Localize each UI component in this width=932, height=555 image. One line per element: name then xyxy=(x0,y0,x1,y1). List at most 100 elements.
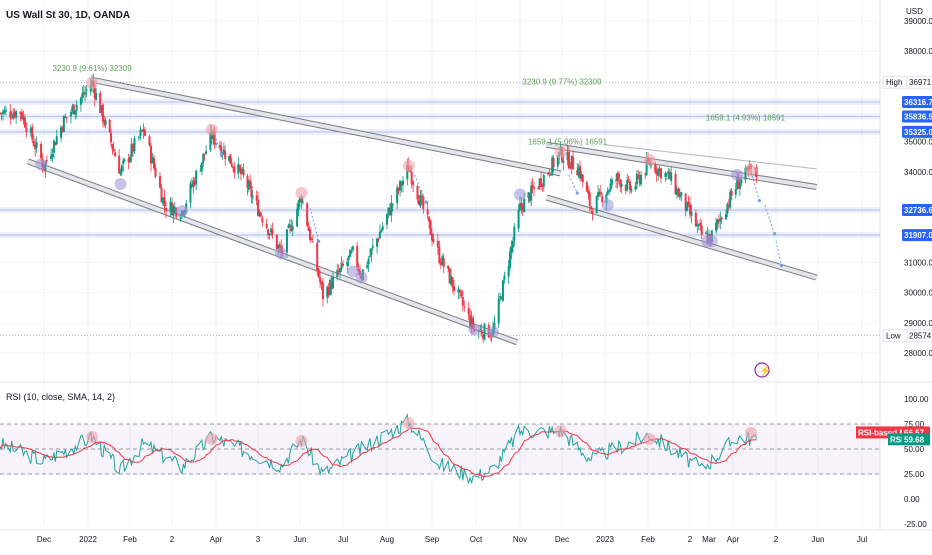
candle-body[interactable] xyxy=(547,173,549,175)
candle-body[interactable] xyxy=(257,199,259,216)
candle-body[interactable] xyxy=(62,116,65,132)
candle-body[interactable] xyxy=(22,116,25,120)
candle-body[interactable] xyxy=(675,188,678,195)
candle-body[interactable] xyxy=(510,245,513,253)
lightning-icon[interactable] xyxy=(754,362,770,378)
candle-body[interactable] xyxy=(321,282,324,300)
candle-body[interactable] xyxy=(667,171,670,174)
channel-lines[interactable] xyxy=(26,76,818,346)
candle-body[interactable] xyxy=(104,120,107,126)
candle-body[interactable] xyxy=(23,117,26,128)
candle-body[interactable] xyxy=(566,151,569,161)
candle-body[interactable] xyxy=(615,179,618,181)
candle-body[interactable] xyxy=(482,335,485,339)
candle-body[interactable] xyxy=(120,165,123,172)
candle-body[interactable] xyxy=(410,171,413,184)
candle-body[interactable] xyxy=(111,144,114,150)
candle-body[interactable] xyxy=(469,314,472,327)
candle-body[interactable] xyxy=(12,113,15,118)
candle-body[interactable] xyxy=(21,112,23,120)
candle-body[interactable] xyxy=(609,183,612,191)
candle-body[interactable] xyxy=(340,262,343,269)
candle-body[interactable] xyxy=(457,289,460,293)
price-level-tag[interactable] xyxy=(902,125,932,138)
candle-body[interactable] xyxy=(616,173,619,181)
candle-body[interactable] xyxy=(531,185,534,189)
candle-body[interactable] xyxy=(268,233,271,235)
candle-body[interactable] xyxy=(590,206,593,210)
candle-body[interactable] xyxy=(288,224,291,227)
candle-body[interactable] xyxy=(567,152,570,169)
candle-body[interactable] xyxy=(439,262,442,266)
candle-body[interactable] xyxy=(112,148,115,152)
candle-body[interactable] xyxy=(470,317,473,328)
candle-body[interactable] xyxy=(150,145,152,164)
candle-body[interactable] xyxy=(655,170,658,175)
candle-body[interactable] xyxy=(428,216,431,222)
candle-body[interactable] xyxy=(265,224,268,228)
trend-line-thin[interactable] xyxy=(604,144,817,170)
candle-body[interactable] xyxy=(705,232,708,234)
candle-body[interactable] xyxy=(556,155,559,167)
candle-body[interactable] xyxy=(580,174,583,179)
candle-body[interactable] xyxy=(696,224,699,227)
candle-body[interactable] xyxy=(237,163,240,174)
candle-body[interactable] xyxy=(301,201,304,203)
candle-body[interactable] xyxy=(10,117,13,119)
price-candles[interactable] xyxy=(0,73,758,343)
candle-body[interactable] xyxy=(605,194,608,204)
candle-body[interactable] xyxy=(122,160,125,164)
candle-body[interactable] xyxy=(189,183,192,203)
candle-body[interactable] xyxy=(349,249,352,257)
candle-body[interactable] xyxy=(503,275,506,280)
candle-body[interactable] xyxy=(645,159,648,175)
candle-body[interactable] xyxy=(224,151,227,160)
candle-body[interactable] xyxy=(148,136,151,146)
candle-body[interactable] xyxy=(637,174,640,176)
candle-body[interactable] xyxy=(291,226,294,230)
candle-body[interactable] xyxy=(420,195,423,199)
candle-body[interactable] xyxy=(64,116,67,118)
candle-body[interactable] xyxy=(154,167,157,177)
candle-body[interactable] xyxy=(549,174,552,176)
candle-body[interactable] xyxy=(173,207,176,209)
candle-body[interactable] xyxy=(258,211,261,217)
candle-body[interactable] xyxy=(635,173,638,185)
candle-body[interactable] xyxy=(229,154,232,164)
candle-body[interactable] xyxy=(438,246,441,263)
candle-body[interactable] xyxy=(19,111,22,114)
candle-body[interactable] xyxy=(527,192,530,198)
candle-body[interactable] xyxy=(61,127,64,131)
candle-body[interactable] xyxy=(220,146,223,156)
candle-body[interactable] xyxy=(483,323,486,340)
candle-body[interactable] xyxy=(400,182,403,186)
candle-body[interactable] xyxy=(581,174,584,183)
candle-body[interactable] xyxy=(453,286,455,291)
candle-body[interactable] xyxy=(724,214,727,220)
candle-body[interactable] xyxy=(540,178,542,187)
rsi-line[interactable] xyxy=(0,413,758,485)
candle-body[interactable] xyxy=(657,168,660,176)
candle-body[interactable] xyxy=(533,187,535,189)
candle-body[interactable] xyxy=(209,131,212,151)
candle-body[interactable] xyxy=(391,204,394,206)
candle-body[interactable] xyxy=(700,225,703,235)
candle-body[interactable] xyxy=(366,265,369,268)
candle-body[interactable] xyxy=(617,173,620,180)
candle-body[interactable] xyxy=(654,164,657,173)
candle-body[interactable] xyxy=(3,110,6,113)
candle-body[interactable] xyxy=(416,186,419,200)
candle-body[interactable] xyxy=(738,183,741,189)
candle-body[interactable] xyxy=(110,132,113,143)
candle-body[interactable] xyxy=(162,197,164,204)
channel-line-fill[interactable] xyxy=(546,195,818,280)
candle-body[interactable] xyxy=(386,213,388,225)
candle-body[interactable] xyxy=(597,192,600,197)
candle-body[interactable] xyxy=(350,250,353,252)
candle-body[interactable] xyxy=(307,226,310,231)
candle-body[interactable] xyxy=(81,93,84,98)
candle-body[interactable] xyxy=(246,176,249,189)
candle-body[interactable] xyxy=(513,226,516,241)
candle-body[interactable] xyxy=(169,201,172,210)
